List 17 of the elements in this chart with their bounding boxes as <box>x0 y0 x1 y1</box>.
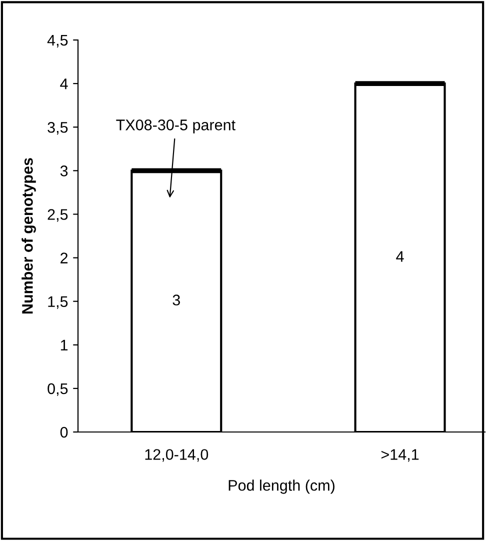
y-tick-label: 3,5 <box>48 122 68 135</box>
y-tick-label: 1 <box>60 340 68 350</box>
x-axis-title: Pod length (cm) <box>228 480 334 494</box>
data-label: 4 <box>396 251 404 262</box>
data-label: 3 <box>172 294 180 306</box>
x-tick-label: 12,0-14,0 <box>145 449 208 462</box>
y-tick-label: 4 <box>60 78 68 90</box>
y-tick-label: 2 <box>60 252 68 264</box>
y-tick-label: 0,5 <box>48 383 68 396</box>
y-tick-label: 3 <box>60 166 68 176</box>
annotation: TX08-30-5 parent <box>116 120 236 134</box>
y-tick-label: 0 <box>60 426 68 438</box>
y-axis-title: Number of genotypes <box>22 158 36 314</box>
y-tick-label: 1,5 <box>48 296 68 309</box>
y-tick-label: 2,5 <box>48 209 68 222</box>
x-tick-label: >14,1 <box>381 449 419 462</box>
y-tick-label: 4,5 <box>47 35 68 48</box>
